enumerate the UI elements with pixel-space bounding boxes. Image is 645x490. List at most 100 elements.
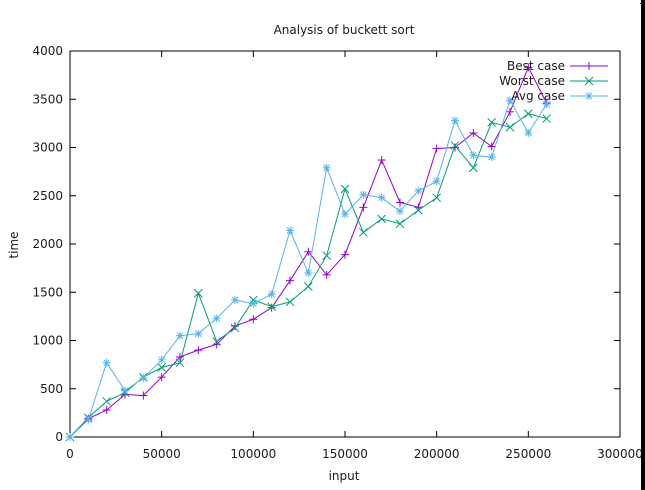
data-point [377,214,387,224]
data-point [432,193,442,203]
x-tick-label: 0 [66,447,74,461]
data-point [139,391,148,400]
data-point [175,358,185,368]
data-point [212,337,222,346]
series-line [69,98,548,438]
y-tick-label: 2000 [32,237,63,251]
plot-frame [69,50,621,438]
data-point [341,250,349,259]
data-point [286,276,294,285]
data-point [102,405,111,414]
data-point [304,268,313,277]
data-point [542,114,552,123]
data-point [469,129,478,138]
data-point [505,122,515,132]
data-point [542,100,551,109]
data-point [524,129,533,138]
y-tick-label: 3000 [32,141,63,155]
data-point [396,207,404,216]
data-point [432,144,441,153]
y-axis: 0 500 1000 1500 2000 2500 3000 3500 4000 [32,44,620,444]
data-point [102,358,111,367]
x-tick-label: 50000 [143,447,181,461]
data-point [285,297,295,307]
x-tick-label: 250000 [505,447,551,461]
data-point [413,205,423,215]
data-point [469,151,478,160]
data-point [230,323,240,333]
x-axis: 0 50000 100000 150000 200000 250000 300000 [66,51,643,461]
data-point [121,386,129,395]
data-point [231,322,239,331]
chart-title: Analysis of buckett sort [274,23,415,37]
data-point [176,331,184,340]
data-point [193,288,203,298]
data-point [286,226,294,235]
y-tick-label: 2500 [32,189,63,203]
data-point [249,299,258,308]
data-point [487,118,497,127]
data-point [451,116,459,125]
data-point [468,163,478,173]
data-point [322,251,332,260]
series-layer [65,63,552,442]
y-tick-label: 3500 [32,92,63,106]
data-point [395,219,405,229]
legend-swatch-marker [585,92,593,100]
data-point [414,186,423,195]
legend-label: Worst case [499,74,565,88]
legend-label: Avg case [511,89,565,103]
data-point [249,315,258,324]
data-point [359,190,368,199]
data-point [377,193,386,202]
x-tick-label: 150000 [322,447,368,461]
data-point [212,314,221,323]
data-point [340,184,350,194]
data-point [267,303,276,312]
data-point [157,363,167,372]
data-point [139,374,148,383]
y-tick-label: 1000 [32,334,63,348]
y-axis-label: time [7,231,21,258]
data-point [303,282,313,291]
data-point [304,247,313,256]
window-right-edge [641,0,645,490]
data-point [84,415,93,424]
series-best-case [66,63,551,441]
data-point [157,373,166,382]
data-point [506,107,514,116]
data-point [157,355,166,364]
x-axis-label: input [329,469,360,483]
legend-label: Best case [507,59,565,73]
data-point [377,156,386,165]
data-point [322,270,331,279]
data-point [267,302,277,312]
data-point [432,177,441,186]
data-point [194,346,203,355]
data-point [341,210,349,219]
data-point [358,228,368,237]
data-point [523,109,533,119]
series-avg-case [66,96,551,441]
data-point [487,142,496,151]
data-point [66,433,74,441]
data-point [359,203,368,212]
data-point [524,63,533,72]
x-tick-label: 300000 [597,447,643,461]
y-tick-label: 1500 [32,285,63,299]
data-point [450,141,460,150]
x-tick-label: 200000 [414,447,460,461]
data-point [194,329,203,338]
data-point [396,198,404,207]
data-point [176,352,184,361]
y-tick-label: 500 [40,382,63,396]
legend-swatch-marker [585,62,593,70]
data-point [322,163,331,172]
y-tick-label: 0 [55,430,63,444]
legend-swatch-marker [584,76,594,86]
data-point [506,96,514,105]
data-point [487,153,496,162]
x-tick-label: 100000 [230,447,276,461]
